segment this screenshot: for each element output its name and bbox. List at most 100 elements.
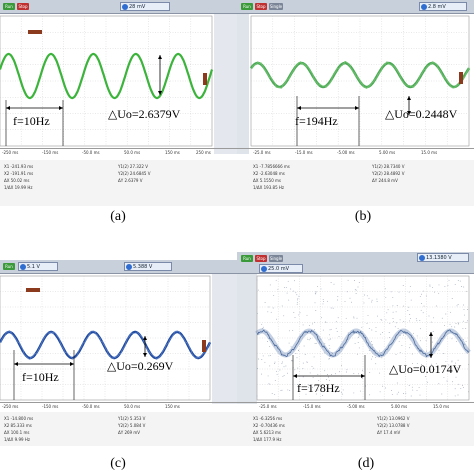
noise-dot [455,323,457,325]
noise-dot [382,385,384,387]
noise-dot [336,331,338,333]
run-button[interactable]: Run [241,255,253,262]
time-tick: -150 ms [42,150,59,155]
noise-dot [463,304,465,306]
noise-dot [325,379,327,381]
noise-dot [392,311,394,313]
noise-dot [391,390,392,392]
noise-dot [467,320,468,322]
readouts-left: X1 -241.93 ms X2 -191.91 ms ΔX 50.02 ms … [4,163,33,191]
noise-dot [428,315,430,317]
readout: X2 -0.70436 ms [253,423,285,428]
noise-dot [444,324,445,326]
noise-dot [315,342,317,344]
noise-dot [420,340,421,342]
noise-dot [392,305,394,307]
noise-dot [294,317,296,319]
noise-dot [454,284,456,286]
single-button[interactable]: Single [269,3,283,10]
noise-dot [410,299,412,301]
noise-dot [408,320,410,322]
noise-dot [322,303,324,305]
stop-button[interactable]: Stop [255,3,267,10]
noise-dot [405,392,407,394]
noise-dot [379,391,381,393]
stop-button[interactable]: Stop [17,3,29,10]
noise-dot [454,326,456,328]
noise-dot [261,323,263,325]
readout: ΔX 5.6213 ms [253,430,281,435]
noise-dot [458,322,460,324]
channel-dot-icon [122,4,128,10]
noise-dot [293,312,295,314]
noise-dot [385,296,387,298]
noise-dot [294,369,296,371]
signal-trace-overlay [250,60,470,89]
noise-dot [283,315,285,317]
noise-dot [275,279,277,281]
noise-dot [277,288,279,290]
noise-dot [287,389,289,391]
noise-dot [346,291,348,293]
noise-dot [415,318,417,320]
noise-dot [283,366,285,368]
channel-scale-field[interactable]: 28 mV [120,2,170,11]
noise-dot [329,334,331,336]
noise-dot [328,344,330,346]
noise-dot [302,324,304,326]
noise-dot [274,361,276,363]
noise-dot [423,367,425,369]
noise-dot [412,389,414,391]
noise-dot [327,374,328,375]
noise-dot [423,305,425,307]
noise-dot [344,300,346,302]
noise-dot [335,327,337,329]
noise-dot [261,373,262,375]
noise-dot [392,318,394,320]
noise-dot [283,286,285,288]
noise-dot [347,279,349,281]
noise-dot [412,363,413,365]
noise-dot [358,347,360,349]
readout: ΔX 5.1550 ms [253,178,281,183]
noise-dot [375,363,377,365]
noise-dot [332,307,334,309]
noise-dot [419,295,421,297]
caption-a: (a) [110,209,126,224]
channel-offset-field[interactable]: 5.388 V [124,262,172,271]
stop-button[interactable]: Stop [255,255,267,262]
single-button[interactable]: Single [269,255,283,262]
noise-dot [452,381,454,383]
run-button[interactable]: Run [3,3,15,10]
channel-scale-field[interactable]: 2.8 mV [419,2,467,11]
noise-dot [451,360,453,362]
scope-screen-a [0,0,237,206]
noise-dot [463,286,465,288]
noise-dot [296,303,298,305]
noise-dot [324,343,326,345]
run-button[interactable]: Run [3,263,15,270]
time-tick: 150 ms [165,404,180,409]
channel-scale-field[interactable]: 25.0 mV [259,264,303,273]
noise-dot [353,373,355,375]
noise-dot [322,299,324,301]
noise-dot [416,335,418,337]
noise-dot [435,363,437,365]
noise-dot [351,301,352,303]
channel-scale-field[interactable]: 5.1 V [18,262,58,271]
noise-dot [402,393,404,394]
noise-dot [425,295,427,297]
noise-dot [322,329,324,331]
noise-dot [313,328,315,330]
noise-dot [270,354,272,356]
noise-dot [375,356,377,358]
channel-offset-field[interactable]: 13.1380 V [417,253,469,262]
noise-dot [421,364,422,366]
time-tick: -50.0 ms [82,404,100,409]
noise-dot [274,393,276,395]
noise-dot [328,376,330,378]
noise-dot [433,369,435,370]
run-button[interactable]: Run [241,3,253,10]
noise-dot [323,352,325,354]
time-tick: -250 ms [2,150,19,155]
